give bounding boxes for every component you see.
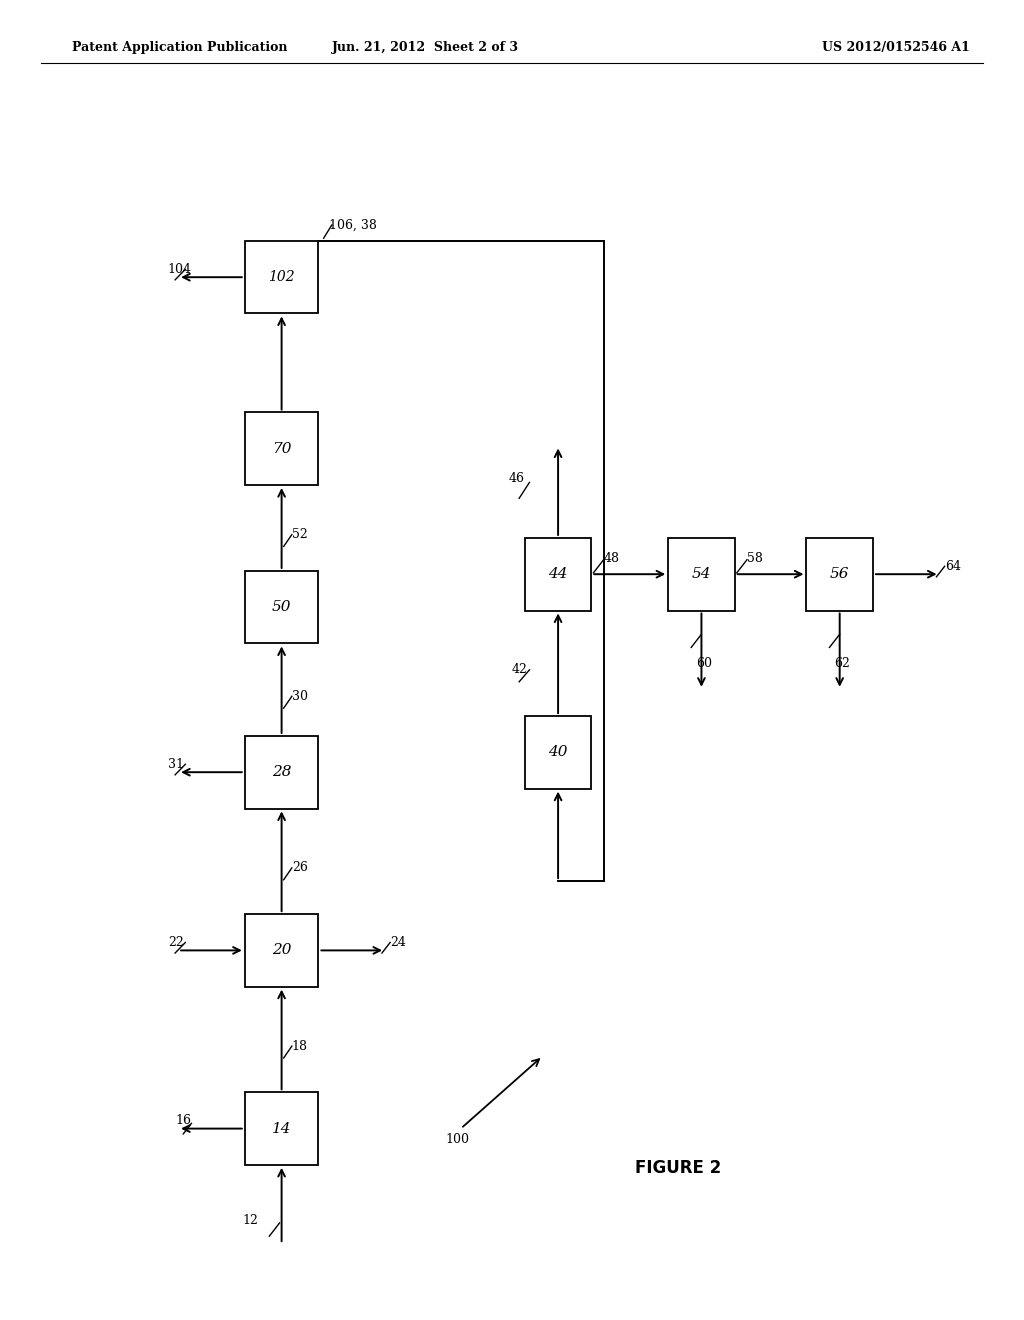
- Text: 28: 28: [271, 766, 292, 779]
- Text: 26: 26: [292, 862, 308, 874]
- Text: 20: 20: [271, 944, 292, 957]
- Text: 46: 46: [509, 473, 525, 484]
- Text: 54: 54: [691, 568, 712, 581]
- Bar: [245, 240, 318, 313]
- Text: 31: 31: [168, 758, 184, 771]
- Text: 22: 22: [168, 936, 183, 949]
- Text: 42: 42: [512, 664, 528, 676]
- Text: 16: 16: [175, 1114, 191, 1127]
- Text: 58: 58: [748, 552, 763, 565]
- Text: 64: 64: [944, 560, 961, 573]
- Bar: [525, 539, 592, 610]
- Text: 30: 30: [292, 690, 308, 702]
- Text: 100: 100: [445, 1133, 469, 1146]
- Bar: [245, 1093, 318, 1166]
- Text: 70: 70: [271, 442, 292, 455]
- Bar: [245, 737, 318, 808]
- Text: 48: 48: [604, 552, 620, 565]
- Text: 50: 50: [271, 601, 292, 614]
- Text: 56: 56: [829, 568, 850, 581]
- Text: 40: 40: [548, 746, 568, 759]
- Bar: [245, 913, 318, 987]
- Text: Patent Application Publication: Patent Application Publication: [72, 41, 287, 54]
- Bar: [669, 539, 735, 610]
- Text: 106, 38: 106, 38: [329, 219, 377, 231]
- Text: 24: 24: [390, 936, 407, 949]
- Text: 104: 104: [168, 263, 191, 276]
- Text: 62: 62: [835, 657, 851, 669]
- Text: Jun. 21, 2012  Sheet 2 of 3: Jun. 21, 2012 Sheet 2 of 3: [332, 41, 518, 54]
- Bar: [525, 715, 592, 789]
- Text: 52: 52: [292, 528, 307, 541]
- Text: US 2012/0152546 A1: US 2012/0152546 A1: [822, 41, 970, 54]
- Text: 12: 12: [243, 1214, 259, 1226]
- Text: FIGURE 2: FIGURE 2: [635, 1159, 721, 1177]
- Text: 102: 102: [268, 271, 295, 284]
- Text: 18: 18: [292, 1040, 308, 1052]
- Bar: [245, 570, 318, 643]
- Bar: [807, 539, 872, 610]
- Bar: [245, 412, 318, 484]
- Text: 14: 14: [271, 1122, 292, 1135]
- Text: 44: 44: [548, 568, 568, 581]
- Text: 60: 60: [696, 657, 713, 669]
